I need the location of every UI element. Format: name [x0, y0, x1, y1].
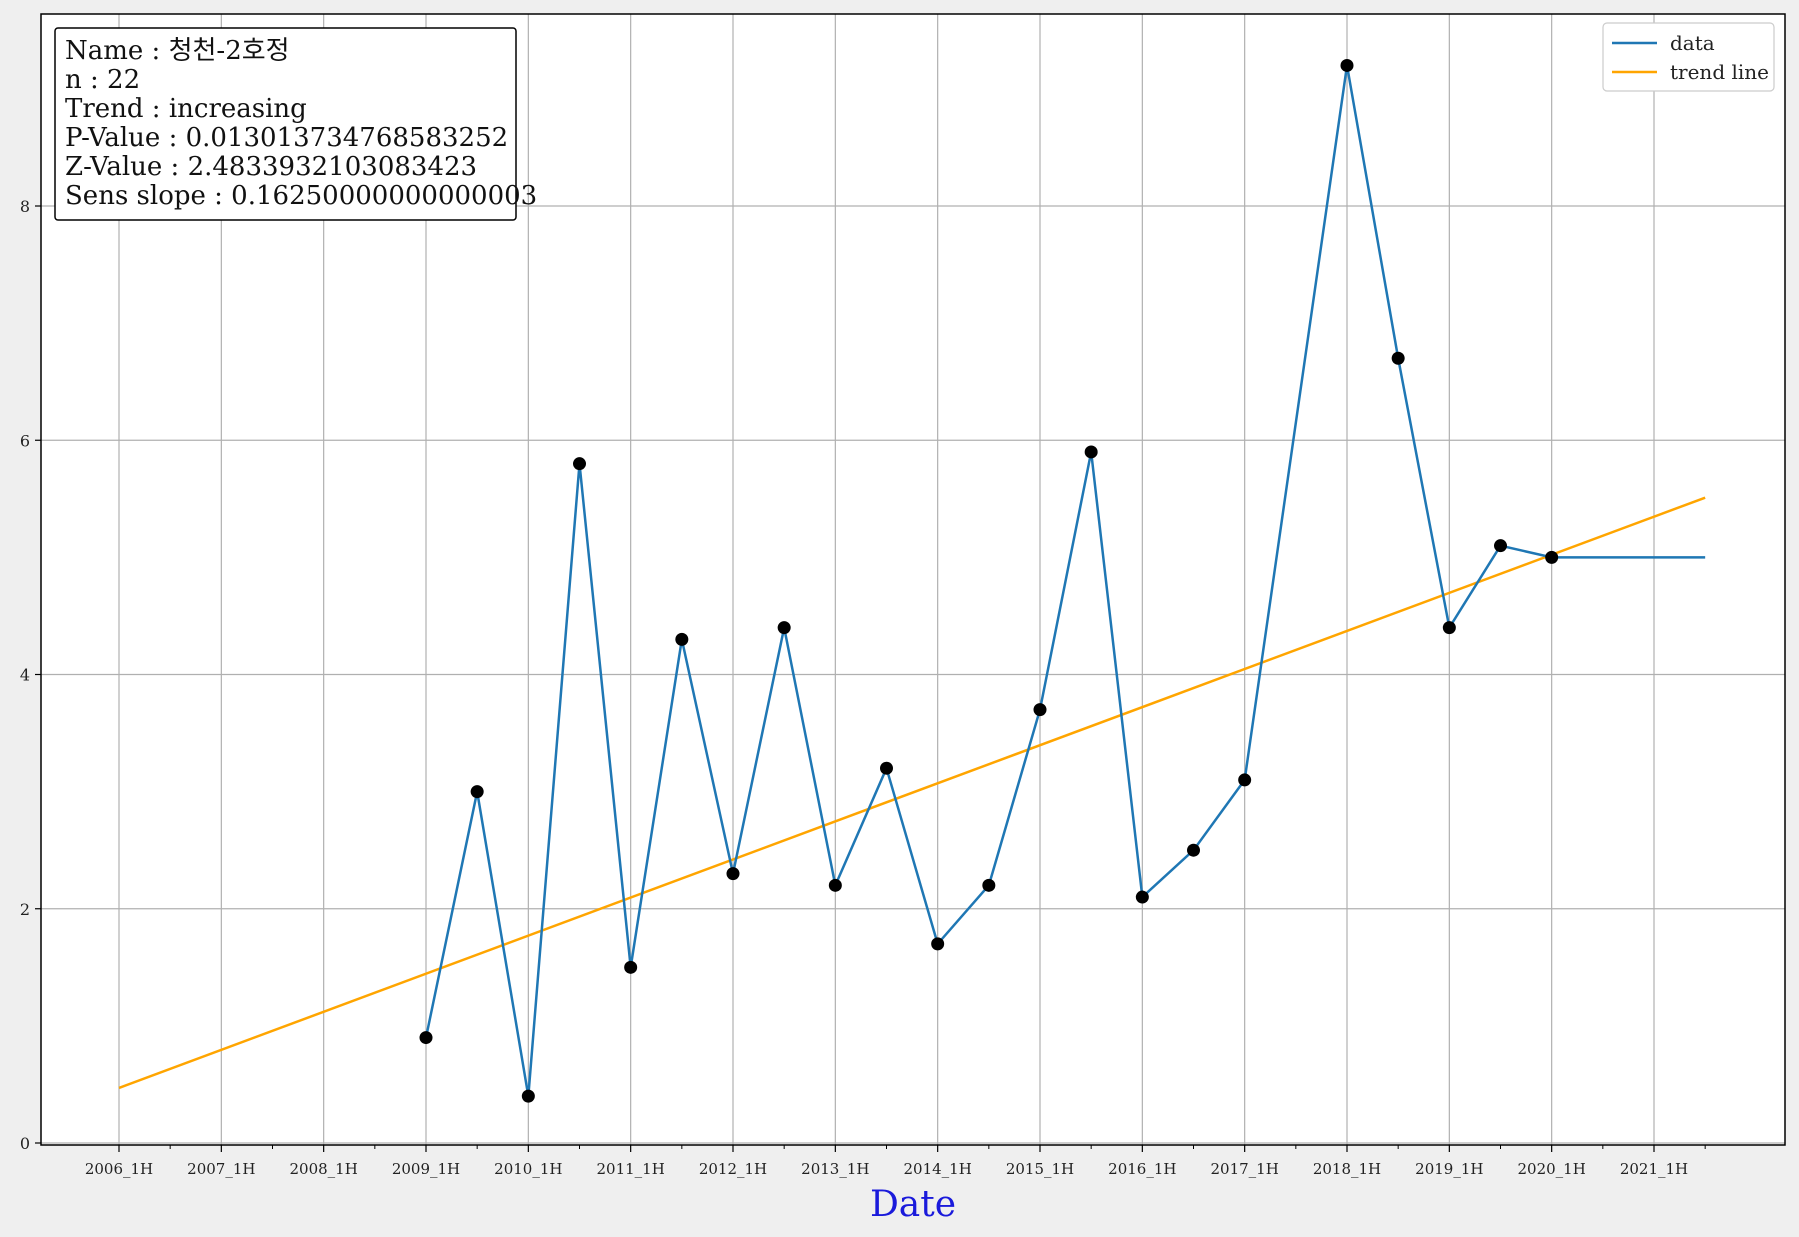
x-tick-label: 2019_1H	[1415, 1160, 1483, 1178]
data-point	[624, 960, 638, 974]
y-tick-label: 2	[20, 900, 30, 919]
x-tick-label: 2015_1H	[1006, 1160, 1074, 1178]
x-tick-label: 2012_1H	[699, 1160, 767, 1178]
legend-frame	[1602, 22, 1775, 92]
stats-box-frame	[54, 27, 517, 221]
stats-line: P-Value : 0.013013734768583252	[65, 123, 508, 153]
x-tick-label: 2010_1H	[494, 1160, 562, 1178]
x-tick-label: 2016_1H	[1108, 1160, 1176, 1178]
y-tick-label: 0	[20, 1134, 30, 1153]
legend-data-label: data	[1670, 31, 1715, 55]
data-point	[1135, 890, 1149, 904]
x-tick-label: 2018_1H	[1313, 1160, 1381, 1178]
series-trend-line	[118, 496, 1706, 1090]
data-point	[1238, 773, 1252, 787]
x-tick-label: 2013_1H	[801, 1160, 869, 1178]
x-tick-label: 2009_1H	[392, 1160, 460, 1178]
data-point	[470, 785, 484, 799]
data-point	[1391, 351, 1405, 365]
legend-trend-label: trend line	[1670, 60, 1769, 84]
data-point	[1340, 58, 1354, 72]
data-point	[1084, 445, 1098, 459]
data-point	[573, 457, 586, 471]
x-tick-label: 2007_1H	[187, 1160, 255, 1178]
stats-line: Name : 청천-2호정	[65, 36, 290, 66]
x-tick-label: 2008_1H	[290, 1160, 358, 1178]
legend: data trend line	[1602, 22, 1775, 92]
x-tick-label: 2017_1H	[1211, 1160, 1279, 1178]
data-point	[828, 878, 842, 892]
data-point	[982, 878, 996, 892]
data-point	[1187, 843, 1200, 857]
data-point	[1442, 621, 1456, 635]
stats-line: Sens slope : 0.16250000000000003	[65, 181, 537, 211]
data-point	[880, 761, 893, 775]
data-point	[726, 867, 740, 881]
data-point	[521, 1089, 535, 1103]
y-tick-label: 4	[20, 666, 30, 685]
plot-frame	[40, 13, 1786, 1146]
series-layer	[118, 58, 1706, 1103]
data-point	[777, 621, 791, 635]
data-point	[931, 937, 945, 951]
data-point	[675, 632, 689, 646]
stats-line: Trend : increasing	[65, 94, 307, 124]
ticks: 2006_1H 2007_1H 2008_1H 2009_1H 2010_1H 2011_…	[20, 197, 1706, 1178]
data-point	[1545, 550, 1559, 564]
x-tick-label: 2006_1H	[85, 1160, 153, 1178]
stats-line: n : 22	[65, 65, 140, 95]
data-point	[419, 1031, 433, 1045]
y-tick-label: 6	[20, 431, 30, 450]
x-tick-label: 2021_1H	[1620, 1160, 1688, 1178]
x-axis-label: Date	[870, 1184, 956, 1225]
y-tick-label: 8	[20, 197, 30, 216]
x-tick-label: 2011_1H	[597, 1160, 665, 1178]
x-tick-label: 2014_1H	[904, 1160, 972, 1178]
data-point	[1033, 703, 1047, 717]
data-point	[1494, 539, 1507, 553]
stats-line: Z-Value : 2.4833932103083423	[65, 152, 477, 182]
x-tick-label: 2020_1H	[1518, 1160, 1586, 1178]
